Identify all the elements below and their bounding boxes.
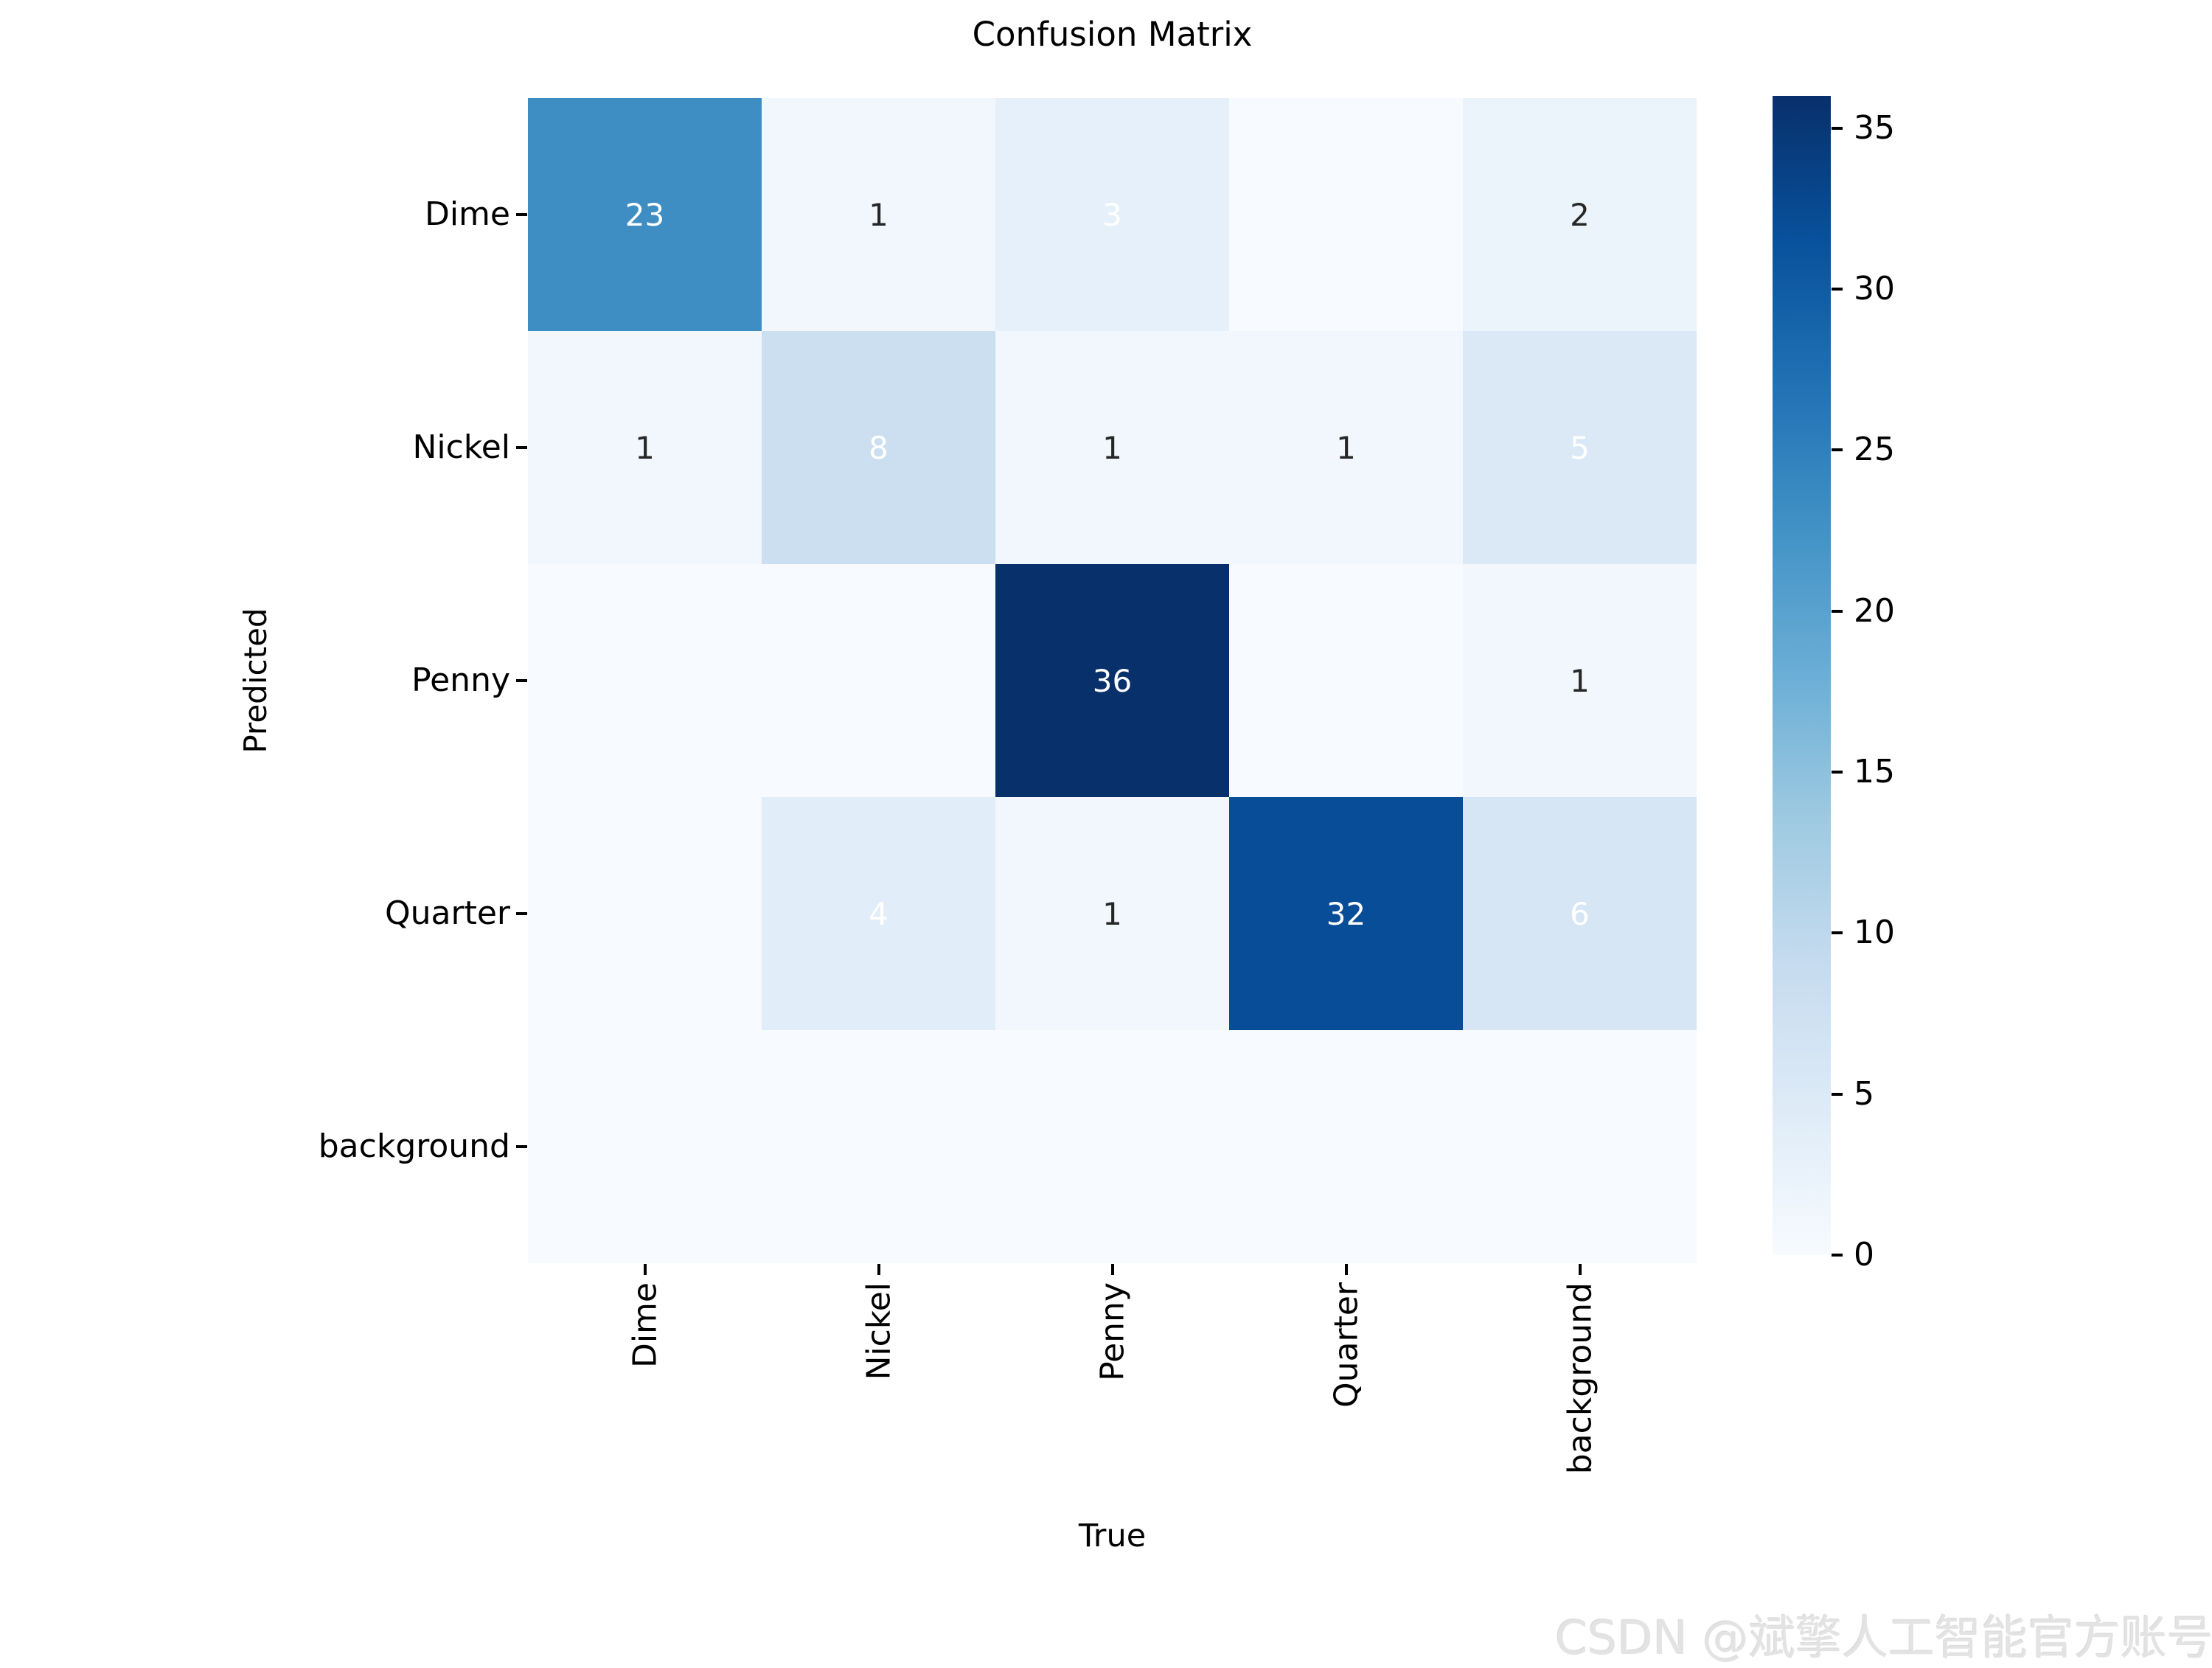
x-axis-title: True: [1078, 1518, 1147, 1554]
x-tick-mark: [877, 1264, 880, 1275]
colorbar-tick-mark: [1832, 931, 1843, 935]
heatmap-cell-Nickel-Dime: 1: [528, 331, 762, 564]
heatmap-cell-Quarter-Penny: 1: [995, 797, 1229, 1030]
heatmap-cell-background-Dime: [528, 1030, 762, 1263]
x-tick-mark: [1110, 1264, 1114, 1275]
cell-value: 1: [869, 196, 888, 233]
heatmap-cell-background-background: [1463, 1030, 1697, 1263]
heatmap-cell-Dime-background: 2: [1463, 98, 1697, 331]
heatmap-cell-Penny-Dime: [528, 564, 762, 797]
y-tick-mark: [516, 679, 527, 682]
colorbar-tick-label-30: 30: [1854, 270, 1895, 307]
heatmap-cell-Nickel-Quarter: 1: [1229, 331, 1463, 564]
heatmap-cell-Penny-Nickel: [762, 564, 995, 797]
heatmap-cell-Dime-Dime: 23: [528, 98, 762, 331]
colorbar-tick-mark: [1832, 126, 1843, 130]
colorbar-tick-label-25: 25: [1854, 431, 1895, 469]
watermark: CSDN @斌擎人工智能官方账号: [1555, 1611, 2212, 1665]
x-tick-label-Dime: Dime: [626, 1282, 664, 1369]
colorbar-tick-label-0: 0: [1854, 1236, 1874, 1273]
heatmap-cell-Quarter-background: 6: [1463, 797, 1697, 1030]
heatmap-cell-background-Nickel: [762, 1030, 995, 1263]
x-tick-mark: [1578, 1264, 1582, 1275]
cell-value: 32: [1326, 895, 1366, 932]
cell-value: 36: [1092, 662, 1133, 699]
cell-value: 8: [869, 429, 888, 466]
y-tick-mark: [516, 213, 527, 216]
cell-value: 4: [869, 895, 888, 932]
cell-value: 6: [1570, 895, 1590, 932]
colorbar-tick-label-35: 35: [1854, 108, 1895, 147]
colorbar-tick-label-10: 10: [1854, 914, 1895, 952]
colorbar-tick-mark: [1832, 1092, 1843, 1096]
heatmap-cell-Dime-Quarter: [1229, 98, 1463, 331]
colorbar-tick-label-15: 15: [1854, 753, 1895, 790]
x-tick-label-Penny: Penny: [1093, 1282, 1131, 1381]
heatmap-cell-background-Penny: [995, 1030, 1229, 1263]
y-tick-label-Dime: Dime: [424, 195, 510, 233]
y-tick-label-Penny: Penny: [411, 661, 510, 699]
cell-value: 3: [1102, 196, 1122, 233]
chart-title: Confusion Matrix: [972, 15, 1253, 54]
x-tick-label-Nickel: Nickel: [860, 1282, 897, 1380]
colorbar-tick-mark: [1832, 771, 1843, 774]
heatmap-cell-Penny-Quarter: [1229, 564, 1463, 797]
heatmap-cell-Quarter-Quarter: 32: [1229, 797, 1463, 1030]
cell-value: 5: [1570, 429, 1590, 466]
x-tick-label-Quarter: Quarter: [1327, 1282, 1365, 1408]
cell-value: 1: [1336, 429, 1356, 466]
heatmap-cell-Dime-Nickel: 1: [762, 98, 995, 331]
heatmap-cell-Penny-background: 1: [1463, 564, 1697, 797]
heatmap-grid: 23 1 3 2 1 8 1 1 5 36 1 4 1 32 6: [528, 98, 1697, 1263]
y-tick-mark: [516, 1145, 527, 1148]
colorbar-tick-mark: [1832, 609, 1843, 613]
cell-value: 1: [635, 429, 655, 466]
colorbar-tick-mark: [1832, 1254, 1843, 1257]
heatmap-cell-Dime-Penny: 3: [995, 98, 1229, 331]
colorbar: [1773, 96, 1831, 1255]
y-tick-label-Quarter: Quarter: [385, 894, 510, 932]
cell-value: 2: [1570, 196, 1590, 233]
colorbar-tick-label-20: 20: [1854, 591, 1895, 630]
y-tick-label-background: background: [318, 1127, 510, 1165]
colorbar-tick-mark: [1832, 288, 1843, 291]
colorbar-tick-mark: [1832, 448, 1843, 452]
heatmap-cell-Nickel-Nickel: 8: [762, 331, 995, 564]
heatmap-cell-background-Quarter: [1229, 1030, 1463, 1263]
cell-value: 1: [1102, 429, 1122, 466]
heatmap-cell-Quarter-Nickel: 4: [762, 797, 995, 1030]
cell-value: 1: [1570, 662, 1590, 699]
heatmap-cell-Penny-Penny: 36: [995, 564, 1229, 797]
heatmap-cell-Nickel-background: 5: [1463, 331, 1697, 564]
colorbar-tick-label-5: 5: [1854, 1074, 1874, 1113]
x-tick-label-background: background: [1561, 1282, 1599, 1475]
x-tick-mark: [643, 1264, 647, 1275]
cell-value: 23: [625, 196, 665, 233]
y-tick-mark: [516, 446, 527, 449]
cell-value: 1: [1102, 895, 1122, 932]
heatmap-cell-Quarter-Dime: [528, 797, 762, 1030]
x-tick-mark: [1344, 1264, 1348, 1275]
heatmap-cell-Nickel-Penny: 1: [995, 331, 1229, 564]
y-tick-label-Nickel: Nickel: [412, 428, 510, 466]
y-tick-mark: [516, 912, 527, 915]
